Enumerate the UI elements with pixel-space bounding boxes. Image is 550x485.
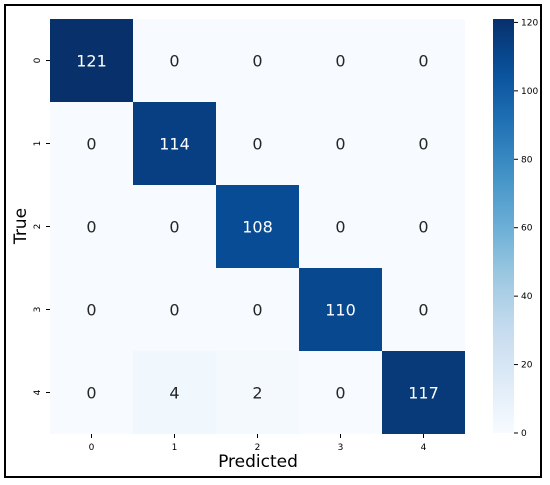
cell-value-label: 0: [252, 52, 262, 71]
heatmap-cell: [50, 19, 133, 102]
heatmap-cell: [50, 268, 133, 351]
colorbar-tick-label: 20: [521, 361, 533, 371]
cell-value-label: 0: [86, 135, 96, 154]
cell-value-label: 0: [335, 135, 345, 154]
x-axis-ticks: 0 1 2 3 4: [89, 434, 427, 453]
heatmap-cell: [50, 102, 133, 185]
y-axis-ticks: 0 1 2 3 4: [33, 57, 50, 395]
y-tick-label: 4: [33, 389, 43, 395]
heatmap-cell: [216, 102, 299, 185]
cell-value-label: 0: [335, 218, 345, 237]
cell-value-label: 0: [169, 218, 179, 237]
heatmap-cell: [216, 351, 299, 434]
heatmap-cell: [133, 268, 216, 351]
colorbar-tick-label: 100: [521, 87, 538, 97]
y-tick-label: 3: [33, 307, 43, 313]
cell-value-label: 110: [325, 301, 356, 320]
colorbar-tick-label: 0: [521, 429, 527, 439]
heatmap-cell-labels: 121 0 0 0 0 0 114 0 0 0 0 0 108 0 0 0 0 0 110 0 0 4 2 0 117: [76, 52, 439, 403]
colorbar-tick-label: 40: [521, 292, 533, 302]
cell-value-label: 108: [242, 218, 273, 237]
heatmap-cell: [299, 19, 382, 102]
heatmap-cell: [382, 19, 465, 102]
heatmap-cell: [133, 351, 216, 434]
cell-value-label: 0: [252, 301, 262, 320]
heatmap-cell: [382, 351, 465, 434]
x-tick-label: 3: [338, 443, 344, 453]
colorbar-tick-label: 60: [521, 224, 533, 234]
heatmap-cell: [216, 19, 299, 102]
heatmap-cell: [50, 351, 133, 434]
heatmap-cell: [299, 268, 382, 351]
cell-value-label: 117: [408, 384, 439, 403]
cell-value-label: 2: [252, 384, 262, 403]
cell-value-label: 0: [335, 384, 345, 403]
cell-value-label: 0: [86, 301, 96, 320]
cell-value-label: 0: [86, 218, 96, 237]
heatmap-cell: [299, 102, 382, 185]
heatmap-cell: [133, 185, 216, 268]
heatmap-cell: [50, 185, 133, 268]
heatmap-cell: [299, 185, 382, 268]
cell-value-label: 0: [86, 384, 96, 403]
colorbar-tick-label: 80: [521, 155, 533, 165]
heatmap-cell: [382, 102, 465, 185]
cell-value-label: 0: [418, 218, 428, 237]
heatmap-cells: [50, 19, 465, 434]
colorbar: [493, 19, 514, 433]
colorbar-tick-label: 120: [521, 18, 538, 28]
cell-value-label: 0: [418, 135, 428, 154]
cell-value-label: 0: [169, 52, 179, 71]
x-tick-label: 2: [255, 443, 261, 453]
x-axis-label: Predicted: [218, 452, 298, 472]
cell-value-label: 4: [169, 384, 179, 403]
cell-value-label: 0: [169, 301, 179, 320]
cell-value-label: 0: [252, 135, 262, 154]
cell-value-label: 0: [335, 52, 345, 71]
heatmap-cell: [133, 102, 216, 185]
cell-value-label: 0: [418, 301, 428, 320]
cell-value-label: 0: [418, 52, 428, 71]
x-tick-label: 1: [172, 443, 178, 453]
y-tick-label: 2: [33, 224, 43, 230]
y-axis-label: True: [11, 208, 31, 245]
cell-value-label: 121: [76, 52, 107, 71]
y-tick-label: 0: [33, 57, 43, 63]
heatmap-cell: [216, 268, 299, 351]
cell-value-label: 114: [159, 135, 190, 154]
colorbar-ticks: 0 20 40 60 80 100 120: [514, 18, 538, 439]
heatmap-cell: [382, 185, 465, 268]
heatmap-cell: [382, 268, 465, 351]
x-tick-label: 4: [421, 443, 427, 453]
y-tick-label: 1: [33, 141, 43, 147]
heatmap-cell: [299, 351, 382, 434]
heatmap-cell: [216, 185, 299, 268]
x-tick-label: 0: [89, 443, 95, 453]
heatmap-cell: [133, 19, 216, 102]
